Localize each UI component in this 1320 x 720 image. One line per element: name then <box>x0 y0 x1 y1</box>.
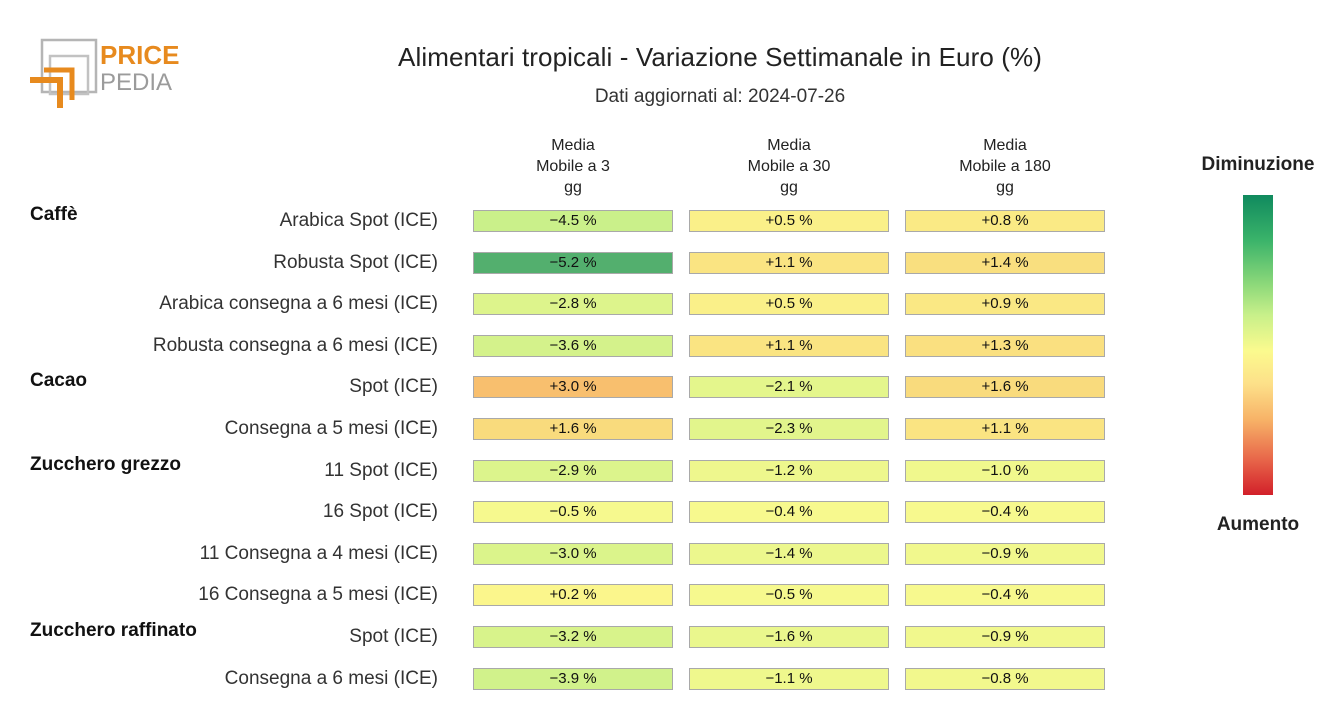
column-header-line: Mobile a 3 <box>536 158 610 175</box>
column-header: Media Mobile a 30 gg <box>688 135 890 198</box>
legend-color-scale <box>1243 195 1273 495</box>
logo-text-price: PRICE <box>100 40 179 70</box>
row-label: Robusta consegna a 6 mesi (ICE) <box>152 334 438 356</box>
heatmap-cell: +1.6 % <box>905 376 1105 399</box>
heatmap-cell: +3.0 % <box>473 376 673 399</box>
row-label: 16 Spot (ICE) <box>322 501 438 523</box>
heatmap-cell: +0.5 % <box>689 210 889 232</box>
row-label: Consegna a 6 mesi (ICE) <box>224 667 438 689</box>
group-label: Caffè <box>30 204 78 225</box>
heatmap-cell: −1.2 % <box>689 459 889 482</box>
heatmap-cell: −2.3 % <box>689 418 889 440</box>
heatmap-cell: −0.4 % <box>905 501 1105 524</box>
pricepedia-logo: PRICE PEDIA <box>30 38 179 108</box>
heatmap-cell: −1.4 % <box>689 542 889 565</box>
heatmap-cell: −3.9 % <box>473 667 673 690</box>
heatmap-cell: −3.0 % <box>473 542 673 565</box>
chart-title: Alimentari tropicali - Variazione Settim… <box>398 42 1042 72</box>
heatmap-cell: −2.1 % <box>689 376 889 399</box>
row-label: Spot (ICE) <box>349 376 438 398</box>
heatmap-cell: +1.1 % <box>689 251 889 274</box>
heatmap-cell: −0.9 % <box>905 626 1105 648</box>
group-label: Zucchero grezzo <box>30 453 181 475</box>
column-header-line: Media <box>983 137 1027 154</box>
row-label: Spot (ICE) <box>349 626 438 647</box>
row-label: 11 Consegna a 4 mesi (ICE) <box>199 542 438 564</box>
row-label: Arabica consegna a 6 mesi (ICE) <box>159 293 438 315</box>
column-header-line: Mobile a 30 <box>747 158 831 175</box>
heatmap-cell: −0.4 % <box>689 501 889 524</box>
row-label: 16 Consegna a 5 mesi (ICE) <box>198 584 438 606</box>
row-label: Robusta Spot (ICE) <box>273 251 438 273</box>
heatmap-cell: −0.9 % <box>905 542 1105 565</box>
column-header-line: Media <box>551 137 595 154</box>
heatmap-cell: −3.6 % <box>473 334 673 357</box>
heatmap-cell: −4.5 % <box>473 210 673 232</box>
column-header-line: gg <box>780 179 798 196</box>
heatmap-cell: +1.3 % <box>905 334 1105 357</box>
heatmap-cell: −0.4 % <box>905 584 1105 607</box>
column-header: Media Mobile a 3 gg <box>472 135 674 198</box>
heatmap-cell: −0.8 % <box>905 667 1105 690</box>
heatmap-cell: −0.5 % <box>689 584 889 607</box>
row-label: 11 Spot (ICE) <box>324 459 438 481</box>
legend-label-bottom: Aumento <box>1216 514 1300 535</box>
heatmap-cell: +1.4 % <box>905 251 1105 274</box>
row-label: Arabica Spot (ICE) <box>279 210 438 231</box>
heatmap-cell: +0.2 % <box>473 584 673 607</box>
heatmap-cell: +1.1 % <box>689 334 889 357</box>
heatmap-cell: −2.8 % <box>473 293 673 316</box>
heatmap-cell: +0.8 % <box>905 210 1105 232</box>
heatmap-cell: +0.9 % <box>905 293 1105 316</box>
heatmap-cell: −1.0 % <box>905 459 1105 482</box>
column-header-line: gg <box>996 179 1014 196</box>
column-header-line: Media <box>767 137 811 154</box>
heatmap-cell: +1.6 % <box>473 418 673 440</box>
heatmap-cell: −2.9 % <box>473 459 673 482</box>
heatmap-cell: −5.2 % <box>473 251 673 274</box>
heatmap-cell: −1.6 % <box>689 626 889 648</box>
column-header-line: gg <box>564 179 582 196</box>
column-header-line: Mobile a 180 <box>959 158 1051 175</box>
legend-label-top: Diminuzione <box>1201 154 1315 175</box>
heatmap-cell: −1.1 % <box>689 667 889 690</box>
row-label: Consegna a 5 mesi (ICE) <box>224 418 438 439</box>
column-header: Media Mobile a 180 gg <box>904 135 1106 198</box>
chart-subtitle: Dati aggiornati al: 2024-07-26 <box>594 86 846 107</box>
group-label: Cacao <box>30 370 88 392</box>
logo-text-pedia: PEDIA <box>100 69 172 96</box>
group-label: Zucchero raffinato <box>30 620 197 641</box>
heatmap-cell: +1.1 % <box>905 418 1105 440</box>
heatmap-cell: −0.5 % <box>473 501 673 524</box>
heatmap-cell: −3.2 % <box>473 626 673 648</box>
heatmap-cell: +0.5 % <box>689 293 889 316</box>
